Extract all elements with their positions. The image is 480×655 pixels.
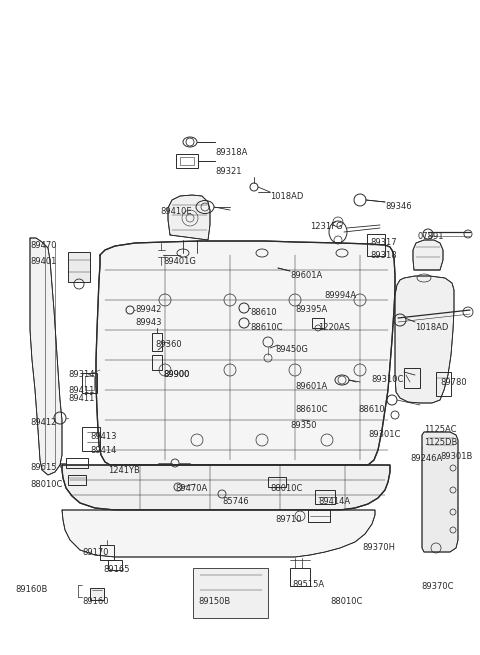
Polygon shape [413, 240, 443, 270]
Bar [312, 318, 324, 328]
Bar [68, 252, 90, 282]
Polygon shape [168, 195, 210, 240]
Text: 89470: 89470 [30, 241, 57, 250]
Text: 88010C: 88010C [330, 597, 362, 606]
Text: 89314: 89314 [68, 370, 95, 379]
Polygon shape [62, 465, 390, 510]
Text: 89401G: 89401G [163, 257, 196, 266]
Text: 89900: 89900 [163, 370, 190, 379]
Text: 89411: 89411 [68, 386, 95, 395]
Bar [193, 568, 268, 618]
Text: 88610C: 88610C [295, 405, 327, 414]
Text: 89318A: 89318A [215, 148, 247, 157]
Text: 89414A: 89414A [318, 497, 350, 506]
Text: 89414: 89414 [90, 446, 116, 455]
Bar [152, 333, 162, 351]
Text: 89900: 89900 [163, 370, 190, 379]
Text: 89994A: 89994A [324, 291, 356, 300]
Text: 88610C: 88610C [250, 323, 283, 332]
Text: 88010C: 88010C [270, 484, 302, 493]
Polygon shape [422, 432, 458, 552]
Text: 88010C: 88010C [30, 480, 62, 489]
Text: 1018AD: 1018AD [415, 323, 448, 332]
Bar [436, 372, 451, 396]
Polygon shape [30, 238, 62, 475]
Bar [100, 545, 114, 560]
Bar [176, 154, 198, 168]
Bar [308, 510, 330, 522]
Text: 85746: 85746 [222, 497, 249, 506]
Text: 89346: 89346 [385, 202, 412, 211]
Text: 89410E: 89410E [160, 207, 192, 216]
Text: 89160B: 89160B [15, 585, 48, 594]
Text: 07891: 07891 [418, 232, 444, 241]
Text: 89411: 89411 [68, 394, 95, 403]
Text: 89170: 89170 [82, 548, 108, 557]
Text: 89150B: 89150B [198, 597, 230, 606]
Polygon shape [395, 276, 454, 403]
Text: 89470A: 89470A [175, 484, 207, 493]
Bar [90, 588, 104, 600]
Bar [85, 376, 94, 390]
Bar [290, 568, 310, 586]
Text: 1018AD: 1018AD [270, 192, 303, 201]
Bar [68, 475, 86, 485]
Text: 89401: 89401 [30, 257, 56, 266]
Text: 89360: 89360 [155, 340, 181, 349]
Text: 89601A: 89601A [295, 382, 327, 391]
Text: 89165: 89165 [103, 565, 130, 574]
Text: 1125AC: 1125AC [424, 425, 456, 434]
Text: 88610: 88610 [358, 405, 384, 414]
Polygon shape [96, 241, 395, 465]
Text: 89943: 89943 [135, 318, 161, 327]
Text: 89413: 89413 [90, 432, 117, 441]
Text: 88610: 88610 [250, 308, 276, 317]
Text: 1241YB: 1241YB [108, 466, 140, 475]
Text: 89321: 89321 [215, 167, 241, 176]
Text: 89942: 89942 [135, 305, 161, 314]
Text: 89450G: 89450G [275, 345, 308, 354]
Bar [66, 458, 88, 468]
Text: 89246A: 89246A [410, 454, 442, 463]
Text: 89601A: 89601A [290, 271, 322, 280]
Bar [108, 560, 122, 570]
Text: 89710: 89710 [275, 515, 301, 524]
Text: 89301C: 89301C [368, 430, 400, 439]
Text: 89395A: 89395A [295, 305, 327, 314]
Text: 89310C: 89310C [371, 375, 403, 384]
Text: 89160: 89160 [82, 597, 108, 606]
Bar [268, 477, 286, 487]
Text: 89350: 89350 [290, 421, 316, 430]
Bar [367, 234, 385, 256]
Bar [315, 490, 335, 504]
Text: 89515A: 89515A [292, 580, 324, 589]
Polygon shape [62, 510, 375, 557]
Text: 1231FG: 1231FG [310, 222, 343, 231]
Text: 89412: 89412 [30, 418, 56, 427]
Text: 89301B: 89301B [440, 452, 472, 461]
Text: 89317: 89317 [370, 238, 396, 247]
Text: 89370H: 89370H [362, 543, 395, 552]
Bar [82, 427, 100, 451]
Bar [180, 157, 194, 165]
Bar [152, 355, 162, 370]
Text: 89370C: 89370C [421, 582, 454, 591]
Text: 89318: 89318 [370, 251, 396, 260]
Text: 89780: 89780 [440, 378, 467, 387]
Bar [404, 368, 420, 388]
Text: 1125DB: 1125DB [424, 438, 457, 447]
Bar [82, 373, 97, 393]
Text: 1220AS: 1220AS [318, 323, 350, 332]
Text: 89615: 89615 [30, 463, 57, 472]
